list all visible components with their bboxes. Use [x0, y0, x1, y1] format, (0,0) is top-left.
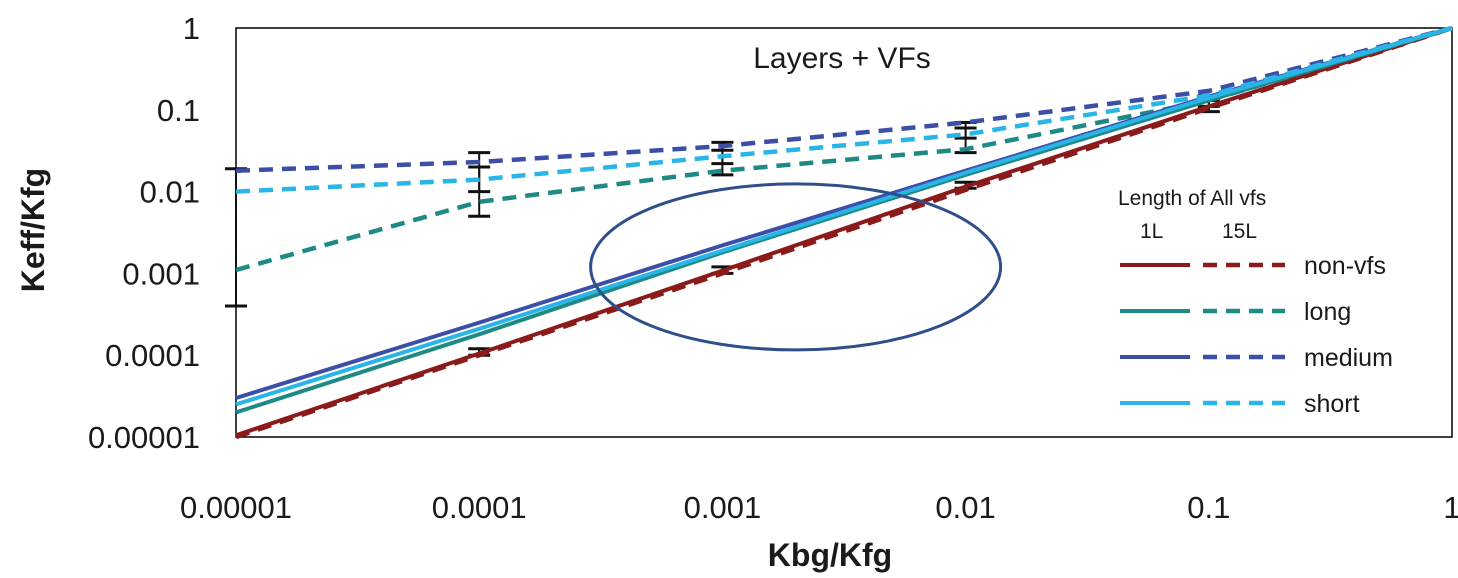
y-tick-label: 1 — [183, 11, 200, 46]
x-tick-label: 0.01 — [935, 490, 995, 525]
legend: Length of All vfs 1L 15L non-vfs long medi… — [1118, 187, 1393, 418]
annotation-ellipse — [589, 182, 1003, 352]
legend-entry-long: long — [1120, 298, 1351, 326]
y-axis-title: Keff/Kfg — [15, 168, 51, 292]
legend-entry-short: short — [1120, 390, 1360, 418]
legend-label: medium — [1304, 344, 1393, 372]
error-bar — [954, 126, 977, 140]
x-tick-label: 0.1 — [1187, 490, 1230, 525]
legend-label: non-vfs — [1304, 252, 1386, 280]
legend-col-1L: 1L — [1140, 220, 1163, 243]
legend-entry-non-vfs: non-vfs — [1120, 252, 1386, 280]
x-tick-label: 0.00001 — [180, 490, 292, 525]
legend-rows: non-vfs long medium short — [1120, 252, 1393, 418]
tick-labels: 0.00001 0.0001 0.001 0.01 0.1 1 0.00001 0.0001 0… — [88, 11, 1458, 525]
series-lines — [235, 25, 1453, 440]
series-line-non-vfs-15L — [235, 25, 1453, 440]
x-tick-label: 0.0001 — [432, 490, 527, 525]
series-line-short-15L — [235, 25, 1453, 194]
y-tick-label: 0.0001 — [105, 338, 200, 373]
x-tick-label: 1 — [1443, 490, 1458, 525]
series-line-long-15L — [235, 25, 1453, 273]
legend-label: long — [1304, 298, 1351, 326]
annotation — [589, 182, 1003, 352]
y-tick-label: 0.01 — [140, 175, 200, 210]
legend-entry-medium: medium — [1120, 344, 1393, 372]
legend-col-15L: 15L — [1222, 220, 1257, 243]
x-tick-label: 0.001 — [684, 490, 762, 525]
x-axis-title: Kbg/Kfg — [768, 537, 892, 573]
series-line-medium-15L — [235, 25, 1453, 173]
legend-title: Length of All vfs — [1118, 187, 1266, 210]
y-tick-label: 0.001 — [122, 256, 200, 291]
y-tick-label: 0.00001 — [88, 420, 200, 455]
legend-label: short — [1304, 390, 1360, 418]
y-tick-label: 0.1 — [157, 93, 200, 128]
chart-title: Layers + VFs — [753, 42, 931, 75]
error-bars — [225, 93, 1220, 357]
